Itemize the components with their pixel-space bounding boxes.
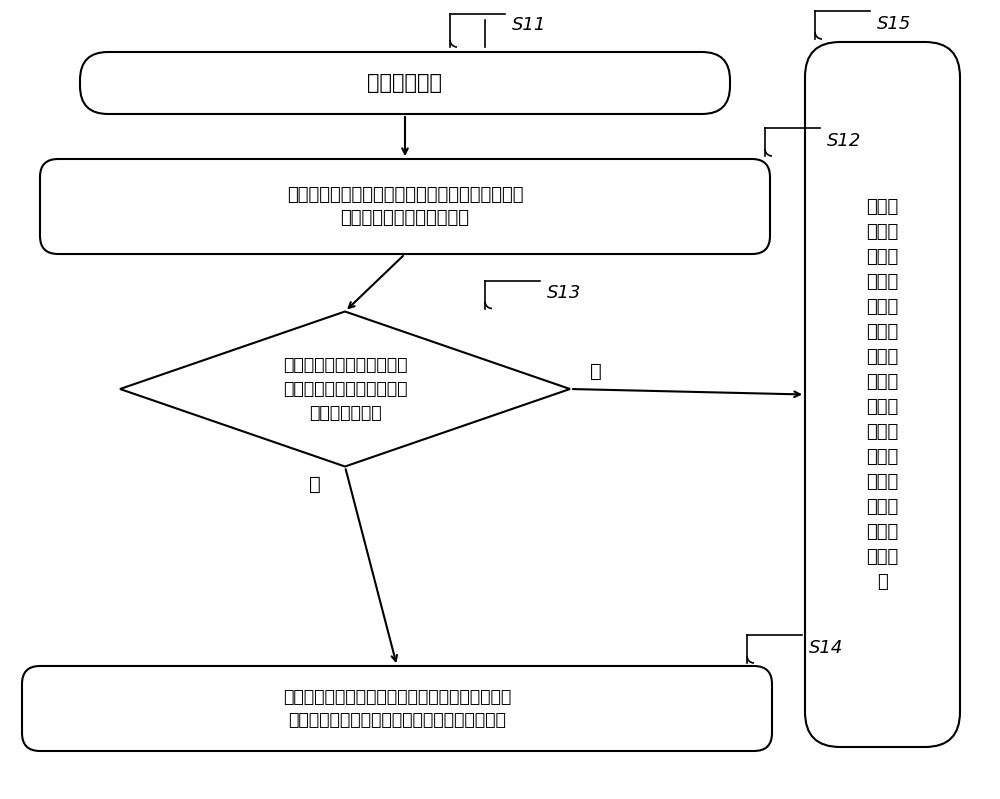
- Text: S13: S13: [547, 284, 581, 303]
- Text: 将所述业务数据的业务用户标识和业务标识作为第
一记录存储于第一数据库中: 将所述业务数据的业务用户标识和业务标识作为第 一记录存储于第一数据库中: [287, 185, 523, 227]
- Text: 否: 否: [590, 361, 602, 380]
- FancyBboxPatch shape: [22, 666, 772, 751]
- Text: 接收业务数据: 接收业务数据: [368, 73, 442, 93]
- Text: 将各业
务公用
属性对
应的属
性值作
为第三
记录存
储在第
二数据
库，并
将第三
记录和
第一记
录建立
关联关
系: 将各业 务公用 属性对 应的属 性值作 为第三 记录存 储在第 二数据 库，并 …: [866, 198, 899, 591]
- FancyBboxPatch shape: [80, 52, 730, 114]
- FancyBboxPatch shape: [40, 159, 770, 254]
- Text: 确定各所述业务公用属性的
属性值是否存在于第二数据
库的一条记录中: 确定各所述业务公用属性的 属性值是否存在于第二数据 库的一条记录中: [283, 356, 407, 422]
- Text: 是: 是: [309, 475, 321, 494]
- Text: S12: S12: [827, 132, 861, 150]
- Text: 建立所述第二数据库中存储有各所述业务公用属性
的属性值的第二记录与所述第一记录的关联关系: 建立所述第二数据库中存储有各所述业务公用属性 的属性值的第二记录与所述第一记录的…: [283, 688, 511, 729]
- Text: S15: S15: [877, 15, 911, 33]
- Text: S11: S11: [512, 16, 546, 34]
- Polygon shape: [120, 312, 570, 467]
- FancyBboxPatch shape: [805, 42, 960, 747]
- Text: S14: S14: [809, 639, 843, 657]
